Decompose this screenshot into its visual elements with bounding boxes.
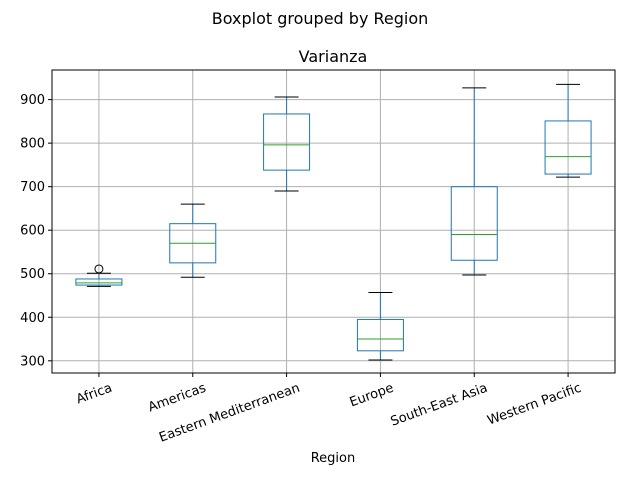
box-south-east-asia [450, 87, 498, 276]
y-tick-label: 300 [20, 354, 45, 369]
x-tick-label: Africa [74, 381, 114, 408]
y-tick-label: 600 [20, 224, 45, 239]
x-axis-label: Region [311, 451, 356, 466]
y-tick-label: 700 [20, 180, 45, 195]
grid-lines [52, 70, 615, 373]
box-iqr [263, 113, 311, 171]
box-iqr [356, 318, 404, 352]
plot-frame [51, 69, 616, 374]
chart-title: Varianza [299, 47, 368, 66]
outlier-point [94, 264, 104, 274]
figure-suptitle: Boxplot grouped by Region [212, 9, 429, 28]
y-tick-label: 500 [20, 267, 45, 282]
box-africa [75, 264, 123, 287]
box-iqr [450, 186, 498, 261]
box-americas [169, 203, 217, 278]
box-iqr [544, 120, 592, 175]
x-tick-label: South-East Asia [389, 381, 490, 430]
x-tick-label: Americas [146, 381, 208, 416]
x-tick-label: Western Pacific [486, 381, 584, 429]
y-axis-ticks: 300 400 500 600 700 800 900 [20, 93, 52, 369]
y-tick-label: 900 [20, 93, 45, 108]
y-tick-label: 400 [20, 311, 45, 326]
y-tick-label: 800 [20, 137, 45, 152]
box-western-pacific [544, 83, 592, 178]
box-eastern-mediterranean [263, 96, 311, 192]
box-europe [356, 291, 404, 361]
box-iqr [75, 278, 123, 286]
x-tick-label: Europe [348, 381, 396, 411]
box-series [75, 83, 592, 361]
